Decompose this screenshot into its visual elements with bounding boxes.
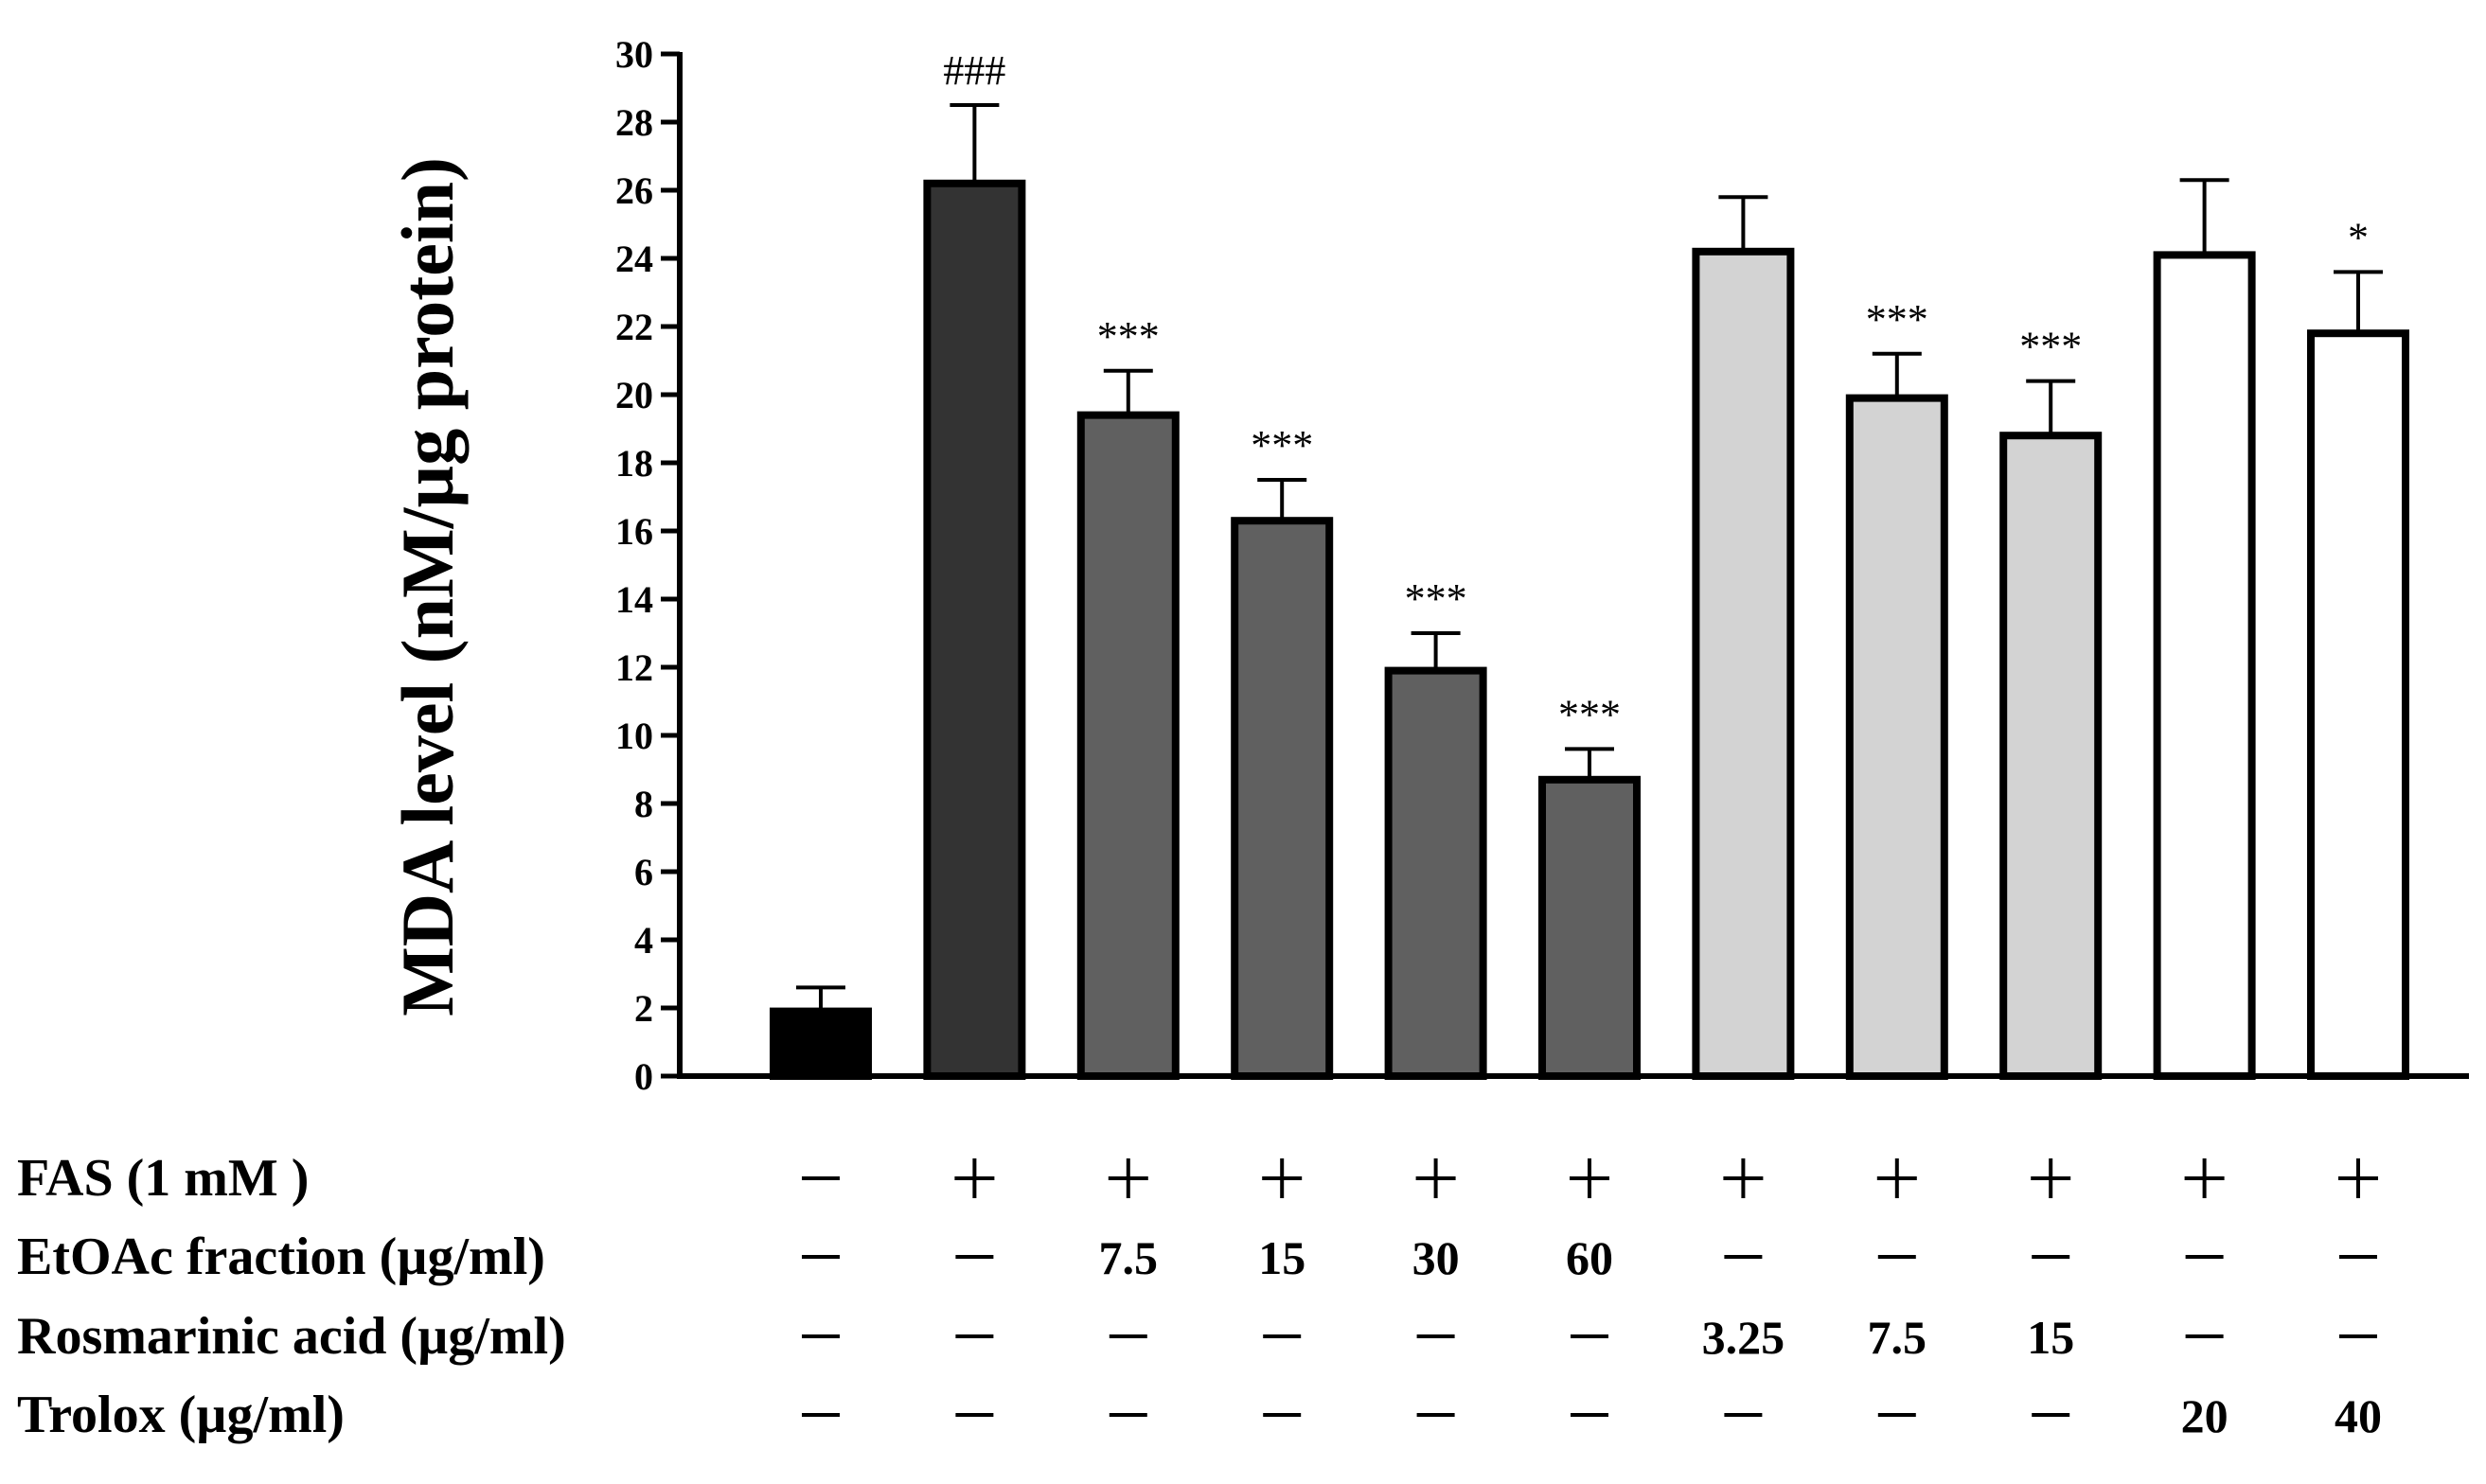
significance-label: ***: [1558, 691, 1621, 737]
y-tick-label: 10: [615, 715, 653, 757]
bar: [1845, 394, 1948, 1081]
table-cell-value: 60: [1566, 1231, 1613, 1284]
treatment-row-label: FAS (1 mM ): [17, 1149, 309, 1208]
y-tick-label: 2: [634, 987, 653, 1030]
y-tick-label: 16: [615, 510, 653, 553]
bar: [923, 179, 1026, 1081]
y-tick-label: 8: [634, 783, 653, 825]
table-cell-value: 15: [1258, 1231, 1305, 1284]
treatment-row-label: EtOAc fraction (µg/ml): [17, 1228, 545, 1286]
y-tick-label: 14: [615, 578, 653, 621]
bar: [1692, 247, 1795, 1080]
y-tick-label: 24: [615, 238, 653, 280]
significance-label: ***: [1866, 296, 1928, 343]
bar: [1076, 411, 1180, 1081]
y-tick-label: 20: [615, 374, 653, 416]
y-tick-label: 30: [615, 33, 653, 76]
significance-label: *: [2348, 214, 2369, 260]
bar: [1384, 666, 1487, 1080]
y-tick-label: 22: [615, 306, 653, 348]
treatment-row-label: Trolox (µg/ml): [17, 1386, 345, 1444]
significance-label: ***: [2019, 324, 2082, 370]
bar: [770, 1007, 872, 1080]
significance-label: ###: [943, 47, 1005, 94]
table-cell-value: 15: [2027, 1311, 2074, 1364]
y-tick-label: 28: [615, 101, 653, 144]
y-tick-label: 4: [634, 919, 653, 962]
treatment-row-label: Rosmarinic acid (µg/ml): [17, 1307, 566, 1366]
significance-label: ***: [1097, 313, 1160, 360]
y-tick-label: 6: [634, 851, 653, 893]
table-cell-value: 30: [1412, 1231, 1460, 1284]
bar: [1999, 432, 2103, 1080]
y-tick-label: 26: [615, 169, 653, 212]
y-tick-label: 0: [634, 1055, 653, 1098]
treatment-table: FAS (1 mM ) EtOAc fraction (µg/ml) 7.5 15 30…: [17, 1149, 2382, 1444]
table-cell-value: 7.5: [1868, 1311, 1927, 1364]
y-tick-label: 18: [615, 442, 653, 485]
bar: [1538, 775, 1641, 1080]
bar: [2307, 329, 2409, 1080]
y-tick-label: 12: [615, 646, 653, 689]
significance-label: ***: [1405, 575, 1467, 622]
bar: [1231, 517, 1334, 1080]
bar: [2153, 251, 2256, 1080]
table-cell-value: 40: [2335, 1389, 2382, 1442]
table-cell-value: 3.25: [1702, 1311, 1785, 1364]
table-cell-value: 20: [2181, 1389, 2229, 1442]
y-axis-label: MDA level (nM/µg protein): [386, 157, 469, 1016]
significance-label: ***: [1251, 422, 1313, 468]
table-cell-value: 7.5: [1099, 1231, 1159, 1284]
bars: ###*******************: [770, 47, 2409, 1081]
